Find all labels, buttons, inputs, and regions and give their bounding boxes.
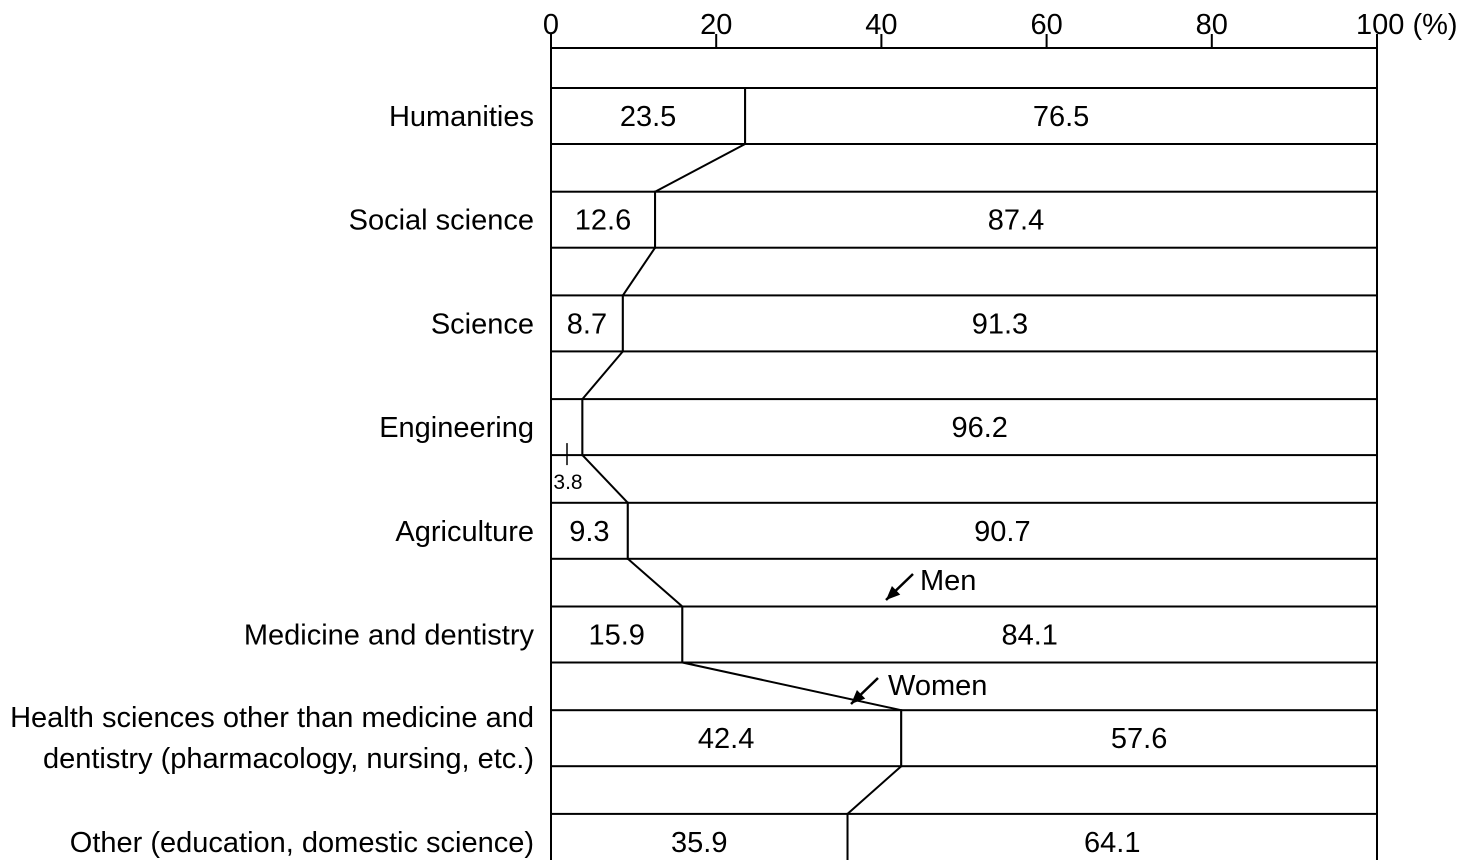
data-label-women: 12.6 xyxy=(575,205,631,237)
bar-women xyxy=(550,605,684,664)
category-label: Medicine and dentistry xyxy=(244,620,535,652)
category-label: Humanities xyxy=(389,101,534,133)
connector-line xyxy=(581,454,629,504)
x-tick-label: 0 xyxy=(543,9,559,41)
category-label: dentistry (pharmacology, nursing, etc.) xyxy=(43,743,534,775)
data-label-women: 15.9 xyxy=(588,620,644,652)
men-arrow-head xyxy=(886,585,901,600)
men-annotation: Men xyxy=(920,565,976,597)
bar-women xyxy=(550,501,629,560)
bar-men xyxy=(581,398,1378,457)
category-label: Agriculture xyxy=(395,516,534,548)
connector-line xyxy=(682,661,902,712)
bar-women xyxy=(550,294,624,353)
bar-women xyxy=(550,812,849,865)
data-label-women: 42.4 xyxy=(698,723,754,755)
data-label-women: 35.9 xyxy=(671,827,727,859)
x-tick-label: 20 xyxy=(700,9,732,41)
bar-men xyxy=(621,294,1378,353)
bar-men xyxy=(626,501,1378,560)
category-label: Social science xyxy=(349,205,534,237)
bar-men xyxy=(846,812,1378,865)
data-label-men: 64.1 xyxy=(1084,827,1140,859)
data-label-men: 91.3 xyxy=(972,308,1028,340)
data-label-men: 76.5 xyxy=(1033,101,1089,133)
connector-line xyxy=(846,765,902,815)
bar-men xyxy=(744,87,1378,145)
category-label: Engineering xyxy=(379,412,534,444)
women-arrow-head xyxy=(851,689,866,704)
data-label-men: 96.2 xyxy=(951,412,1007,444)
data-label-women: 8.7 xyxy=(567,308,607,340)
category-label: Health sciences other than medicine and xyxy=(10,702,534,734)
women-annotation: Women xyxy=(888,670,987,702)
bar-men xyxy=(900,709,1378,768)
bar-women xyxy=(550,190,657,249)
bar-women xyxy=(550,709,903,768)
connector-line xyxy=(654,143,746,193)
bar-men xyxy=(681,605,1378,664)
connector-line xyxy=(627,558,683,608)
data-label-men: 84.1 xyxy=(1001,620,1057,652)
data-label-men: 87.4 xyxy=(988,205,1044,237)
data-label-women: 3.8 xyxy=(553,471,582,494)
category-label: Other (education, domestic science) xyxy=(70,827,534,859)
data-label-women: 23.5 xyxy=(620,101,676,133)
bar-men xyxy=(654,190,1378,249)
x-tick-label: 60 xyxy=(1030,9,1062,41)
x-tick-label: 40 xyxy=(865,9,897,41)
x-tick-label: 80 xyxy=(1196,9,1228,41)
data-label-men: 57.6 xyxy=(1111,723,1167,755)
connector-line xyxy=(581,350,624,400)
data-label-women: 9.3 xyxy=(569,516,609,548)
x-tick-label: 100 (%) xyxy=(1356,9,1458,41)
connector-line xyxy=(622,247,656,296)
category-label: Science xyxy=(431,308,534,340)
data-label-men: 90.7 xyxy=(974,516,1030,548)
